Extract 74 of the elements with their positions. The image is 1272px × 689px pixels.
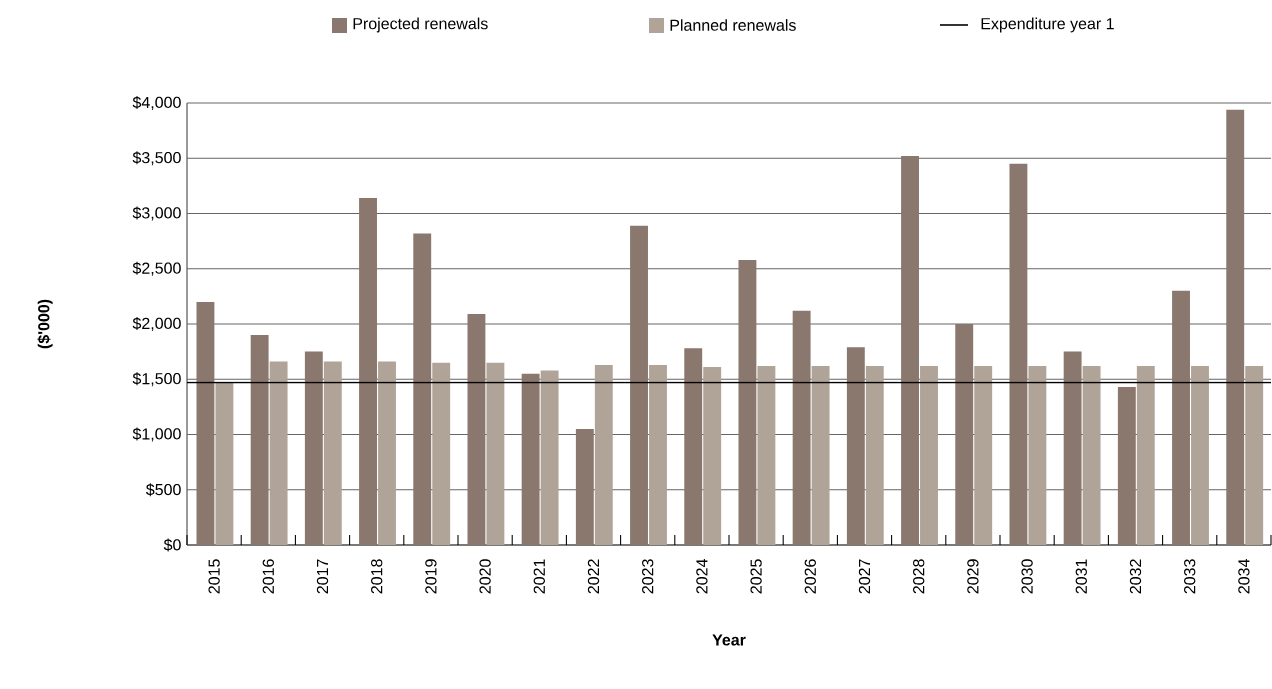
x-tick-label: 2017 <box>316 559 329 594</box>
bar <box>684 348 703 545</box>
y-tick-label: $2,000 <box>132 317 181 331</box>
x-tick-label: 2028 <box>913 559 925 594</box>
x-tick-label: 2029 <box>967 559 979 594</box>
x-tick-label: 2022 <box>587 559 600 594</box>
x-tick-label: 2025 <box>750 559 762 594</box>
bar <box>594 364 613 545</box>
bar <box>649 364 667 545</box>
x-tick-label: 2024 <box>696 559 708 594</box>
x-tick-label: 2031 <box>1075 559 1087 594</box>
x-tick-label: 2030 <box>1021 559 1033 594</box>
bar <box>540 370 559 545</box>
x-tick-label: 2033 <box>1184 559 1196 594</box>
bar <box>1172 290 1190 545</box>
bar <box>521 373 540 545</box>
bar <box>486 362 505 545</box>
bar <box>1028 365 1047 545</box>
bar <box>359 198 377 545</box>
x-tick-label: 2019 <box>425 559 437 594</box>
bar <box>792 310 811 545</box>
x-tick-label: 2016 <box>262 559 274 594</box>
bar <box>703 367 722 545</box>
bar <box>467 314 486 545</box>
x-tick-label: 2021 <box>533 559 545 594</box>
legend-label: Planned renewals <box>670 19 796 31</box>
bar <box>196 301 215 545</box>
bar <box>738 259 757 545</box>
bar <box>323 361 342 545</box>
y-tick-label: $2,500 <box>132 261 181 276</box>
y-tick-label: $3,000 <box>132 206 181 221</box>
bar <box>575 428 594 545</box>
x-tick-label: 2026 <box>804 559 816 594</box>
legend-label: Projected renewals <box>353 17 488 33</box>
bar <box>630 225 648 545</box>
bar <box>378 361 396 545</box>
bar <box>757 365 776 545</box>
bar <box>920 365 938 545</box>
x-tick-label: 2023 <box>642 559 654 594</box>
bar <box>1226 109 1245 545</box>
bar <box>215 382 234 545</box>
legend-label: Expenditure year 1 <box>981 17 1114 33</box>
bar <box>1063 351 1082 545</box>
x-axis-title: Year <box>712 634 746 646</box>
y-tick-label: $3,500 <box>132 151 181 166</box>
bar <box>865 365 884 545</box>
x-tick-label: 2020 <box>479 559 491 594</box>
bar <box>955 323 974 545</box>
bar <box>1009 163 1028 545</box>
y-tick-label: $1,500 <box>132 372 181 387</box>
bar <box>1191 365 1209 545</box>
x-tick-label: 2027 <box>858 559 871 594</box>
bar <box>811 365 830 545</box>
bar <box>413 233 432 545</box>
bar <box>432 362 451 545</box>
x-tick-label: 2034 <box>1238 559 1250 594</box>
x-tick-label: 2032 <box>1129 559 1142 594</box>
y-axis-title: ($'000) <box>37 299 53 349</box>
bar <box>901 156 919 545</box>
bar <box>1136 365 1155 545</box>
bar <box>974 365 993 545</box>
y-tick-label: $1,000 <box>132 427 181 442</box>
bar <box>846 347 865 545</box>
y-tick-label: $4,000 <box>132 96 181 110</box>
x-tick-label: 2015 <box>208 559 220 594</box>
bar <box>304 351 323 545</box>
x-tick-label: 2018 <box>371 559 383 594</box>
bar <box>1245 365 1264 545</box>
bar <box>250 335 269 545</box>
bar <box>269 361 288 545</box>
bar <box>1082 365 1101 545</box>
y-tick-label: $500 <box>145 483 181 497</box>
bar <box>1117 386 1136 545</box>
y-tick-label: $0 <box>163 538 181 552</box>
